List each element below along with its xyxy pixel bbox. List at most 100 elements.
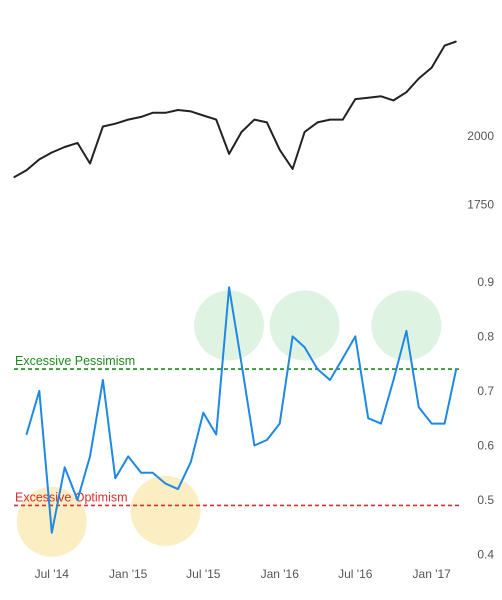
sentiment-line-point-9 (140, 472, 142, 474)
sentiment-line-point-34 (455, 368, 457, 370)
bottom-y-tick-2: 0.6 (477, 438, 494, 452)
index-price-line-point-19 (253, 119, 256, 121)
index-price-line-point-35 (455, 40, 457, 43)
sentiment-panel (25, 286, 458, 534)
index-price-line-point-3 (51, 151, 53, 154)
sentiment-line-point-0 (25, 433, 28, 436)
sentiment-line-point-5 (89, 455, 91, 457)
index-price-line-point-9 (127, 119, 129, 121)
sentiment-line-point-32 (431, 423, 433, 425)
index-price-line-point-2 (38, 158, 40, 160)
x-tick-3: Jan '16 (261, 567, 300, 581)
sentiment-line-point-17 (240, 363, 243, 365)
highlight-circle-2 (194, 290, 265, 361)
sentiment-line-point-3 (64, 466, 66, 468)
sentiment-line-point-29 (392, 379, 395, 381)
highlight-circle-1 (130, 475, 201, 546)
index-price-line-point-5 (76, 142, 79, 144)
index-price-line-point-31 (405, 91, 407, 93)
bottom-y-tick-5: 0.9 (477, 275, 494, 289)
index-price-line-point-0 (13, 176, 15, 178)
sentiment-line-point-27 (367, 417, 369, 419)
index-price-line-point-24 (316, 121, 319, 123)
index-price-line-point-26 (342, 119, 344, 121)
highlight-circle-4 (371, 290, 442, 361)
x-axis: Jul '14 Jan '15 Jul '15 Jan '16 Jul '16 Jan '… (35, 567, 452, 581)
index-price-line-point-4 (64, 146, 66, 148)
sentiment-line-point-26 (354, 335, 356, 337)
sentiment-line-point-7 (114, 477, 116, 479)
sentiment-line-point-21 (291, 335, 294, 337)
sentiment-line-point-18 (253, 444, 256, 447)
top-y-tick-0: 1750 (467, 198, 494, 212)
sentiment-line-point-19 (266, 439, 268, 441)
index-price-line-point-28 (367, 97, 369, 99)
index-price-line-point-32 (418, 77, 420, 80)
sentiment-line-point-10 (152, 472, 154, 474)
index-price-line-point-10 (140, 116, 142, 118)
index-price-line-point-33 (431, 66, 433, 69)
threshold-label-1: Excessive Optimism (15, 490, 128, 504)
bottom-y-tick-1: 0.5 (477, 493, 494, 507)
index-price-line-point-13 (177, 109, 179, 111)
threshold-label-0: Excessive Pessimism (15, 354, 135, 368)
sentiment-line-point-30 (405, 330, 407, 332)
sentiment-line-point-16 (228, 286, 230, 288)
index-price-line-point-18 (240, 131, 243, 133)
index-price-line-point-34 (443, 45, 446, 47)
sentiment-line-point-20 (279, 423, 281, 425)
index-price-line-point-15 (202, 114, 204, 117)
index-price-line (13, 40, 457, 179)
sentiment-line-point-23 (316, 368, 319, 370)
sentiment-line-point-6 (102, 379, 104, 381)
index-price-line-point-27 (354, 98, 356, 100)
index-price-line-point-23 (304, 131, 306, 133)
index-price-line-point-29 (380, 95, 382, 97)
sentiment-line-point-28 (380, 423, 382, 425)
index-price-line-point-1 (25, 169, 28, 171)
highlight-circles (16, 290, 442, 557)
sentiment-line-point-33 (443, 423, 446, 425)
index-price-line-point-8 (114, 123, 116, 125)
sentiment-line-point-1 (38, 390, 40, 392)
index-price-line-point-16 (215, 119, 217, 121)
sentiment-line-point-31 (418, 406, 420, 408)
sentiment-line-point-4 (76, 499, 79, 501)
sentiment-line-point-12 (177, 488, 179, 490)
index-price-line-point-30 (392, 99, 395, 102)
threshold-lines: Excessive Pessimism Excessive Optimism (14, 354, 462, 507)
sentiment-line-point-22 (304, 346, 306, 348)
bottom-y-tick-4: 0.8 (477, 329, 494, 343)
sentiment-line-point-25 (342, 357, 344, 359)
index-price-line-point-22 (291, 168, 294, 170)
bottom-y-tick-3: 0.7 (477, 384, 494, 398)
bottom-y-tick-0: 0.4 (477, 548, 494, 562)
index-price-line-point-7 (102, 125, 104, 128)
top-y-axis: 1750 2000 (467, 129, 494, 212)
sentiment-line-point-13 (190, 461, 192, 463)
sentiment-line-point-2 (51, 532, 53, 534)
x-tick-1: Jan '15 (109, 567, 148, 581)
index-price-panel (13, 40, 457, 179)
sentiment-line-point-24 (329, 379, 331, 381)
sentiment-line-point-14 (202, 412, 204, 414)
index-price-line-point-20 (266, 121, 268, 123)
index-price-line-point-14 (190, 110, 192, 113)
index-price-line-point-6 (89, 162, 91, 165)
index-price-line-point-21 (279, 149, 281, 151)
index-price-line-point-25 (329, 119, 331, 121)
x-tick-0: Jul '14 (35, 567, 70, 581)
index-price-line-point-11 (152, 112, 154, 114)
x-tick-2: Jul '15 (186, 567, 221, 581)
sentiment-line-point-8 (127, 455, 129, 457)
sentiment-line-point-15 (215, 433, 217, 436)
top-y-tick-1: 2000 (467, 129, 494, 143)
index-price-line-point-12 (164, 112, 167, 114)
index-price-line-point-17 (228, 153, 230, 155)
highlight-circle-3 (269, 290, 340, 361)
x-tick-5: Jan '17 (413, 567, 452, 581)
x-tick-4: Jul '16 (338, 567, 373, 581)
bottom-y-axis: 0.4 0.5 0.6 0.7 0.8 0.9 (477, 275, 494, 562)
sentiment-line-point-11 (164, 483, 167, 485)
